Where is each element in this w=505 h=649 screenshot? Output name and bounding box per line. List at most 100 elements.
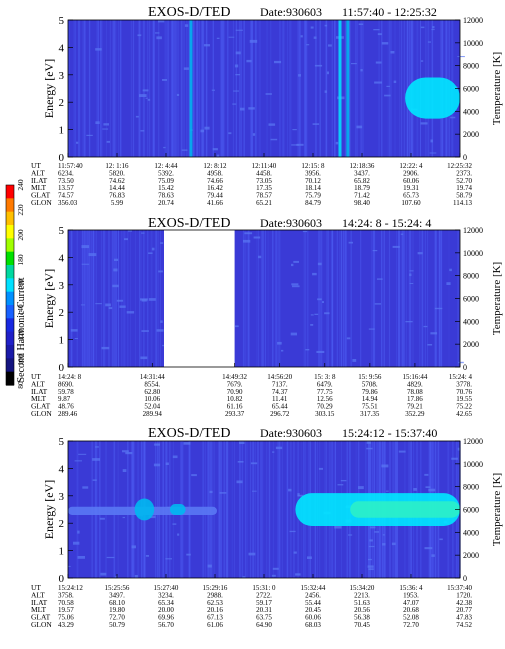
noise-speck xyxy=(274,60,282,64)
noise-stripe xyxy=(106,20,107,157)
noise-speck xyxy=(375,61,382,64)
noise-speck xyxy=(434,307,443,310)
noise-speck xyxy=(147,98,151,101)
noise-speck xyxy=(154,443,160,446)
noise-stripe xyxy=(438,230,441,367)
noise-stripe xyxy=(260,441,262,578)
noise-speck xyxy=(348,534,353,536)
noise-stripe xyxy=(272,230,274,367)
noise-speck xyxy=(108,307,113,310)
noise-stripe xyxy=(101,20,103,157)
noise-stripe xyxy=(421,230,423,367)
noise-speck xyxy=(346,337,351,340)
noise-stripe xyxy=(273,230,274,367)
orbit-cell: 47.07 xyxy=(403,599,419,607)
colorbar-tick-label: 200 xyxy=(16,229,25,241)
orbit-cell: 13.57 xyxy=(58,184,74,192)
orbit-cell: 68.10 xyxy=(109,599,125,607)
orbit-cell: 59.78 xyxy=(58,388,74,396)
noise-speck xyxy=(172,523,177,525)
orbit-cell: 74.57 xyxy=(58,192,74,200)
orbit-cell: 20.16 xyxy=(207,606,223,614)
noise-speck xyxy=(103,123,109,126)
orbit-cell: 12:15: 8 xyxy=(301,162,325,170)
noise-stripe xyxy=(113,230,115,367)
orbit-cell: 41.66 xyxy=(207,199,223,207)
colorbar-tick-label: 240 xyxy=(16,179,25,191)
noise-stripe xyxy=(177,20,179,157)
orbit-cell: 289.94 xyxy=(143,410,163,418)
noise-stripe xyxy=(334,20,336,157)
noise-speck xyxy=(181,149,188,151)
noise-stripe xyxy=(381,20,383,157)
orbit-cell: 43.29 xyxy=(58,621,74,629)
orbit-cell: 55.44 xyxy=(305,599,321,607)
noise-speck xyxy=(392,245,400,248)
noise-speck xyxy=(248,552,256,556)
orbit-cell: 64.90 xyxy=(256,621,272,629)
panel-title: EXOS-D/TED xyxy=(148,5,230,20)
noise-speck xyxy=(145,97,148,99)
noise-speck xyxy=(116,299,124,302)
noise-stripe xyxy=(231,441,233,578)
y-tick-label: 0 xyxy=(59,152,65,164)
noise-speck xyxy=(368,545,375,548)
y-tick-label: 5 xyxy=(59,225,65,237)
colorbar-tick-label: 220 xyxy=(16,204,25,216)
noise-stripe xyxy=(278,230,280,367)
noise-speck xyxy=(428,488,436,492)
noise-stripe xyxy=(360,230,362,367)
orbit-cell: 12: 8:12 xyxy=(203,162,227,170)
noise-speck xyxy=(302,230,308,233)
y2-tick-label: 12000 xyxy=(463,16,483,25)
noise-stripe xyxy=(139,230,140,367)
y-tick-label: 5 xyxy=(59,15,65,27)
noise-speck xyxy=(360,69,363,72)
orbit-cell: 14:31:44 xyxy=(140,373,165,381)
noise-stripe xyxy=(356,20,358,157)
noise-speck xyxy=(356,125,363,129)
noise-stripe xyxy=(88,230,90,367)
noise-speck xyxy=(288,488,292,492)
noise-stripe xyxy=(239,441,241,578)
noise-speck xyxy=(228,132,232,135)
orbit-row-label: ALT xyxy=(31,590,45,599)
y2-tick-label: 2000 xyxy=(463,551,479,560)
noise-stripe xyxy=(378,20,379,157)
noise-speck xyxy=(337,484,344,486)
noise-stripe xyxy=(404,230,406,367)
noise-stripe xyxy=(82,20,84,157)
orbit-cell: 2373. xyxy=(456,169,472,177)
colorbar-segment xyxy=(6,371,14,386)
orbit-cell: 58.79 xyxy=(456,192,472,200)
orbit-cell: 70.76 xyxy=(456,388,472,396)
orbit-cell: 47.83 xyxy=(456,614,472,622)
noise-stripe xyxy=(175,20,177,157)
noise-speck xyxy=(153,463,161,467)
noise-speck xyxy=(374,531,380,533)
noise-stripe xyxy=(403,20,406,157)
noise-speck xyxy=(427,344,433,346)
orbit-cell: 75.22 xyxy=(456,403,472,411)
noise-stripe xyxy=(221,20,222,157)
noise-speck xyxy=(358,23,364,25)
noise-stripe xyxy=(278,230,281,367)
noise-speck xyxy=(207,564,212,568)
y2-tick-label: 6000 xyxy=(463,506,479,515)
noise-speck xyxy=(211,89,215,91)
orbit-cell: 73.05 xyxy=(256,177,272,185)
noise-stripe xyxy=(158,20,160,157)
noise-speck xyxy=(409,270,414,272)
noise-speck xyxy=(265,93,272,95)
noise-speck xyxy=(427,41,431,43)
y-axis-label: Energy [eV] xyxy=(42,480,56,539)
noise-stripe xyxy=(120,20,121,157)
noise-stripe xyxy=(388,230,391,367)
orbit-cell: 17.35 xyxy=(256,184,272,192)
panel-title: EXOS-D/TED xyxy=(148,216,230,231)
orbit-cell: 15:29:16 xyxy=(203,584,228,592)
noise-stripe xyxy=(279,441,281,578)
noise-speck xyxy=(268,123,276,126)
noise-stripe xyxy=(381,230,383,367)
orbit-cell: 5.99 xyxy=(111,199,124,207)
